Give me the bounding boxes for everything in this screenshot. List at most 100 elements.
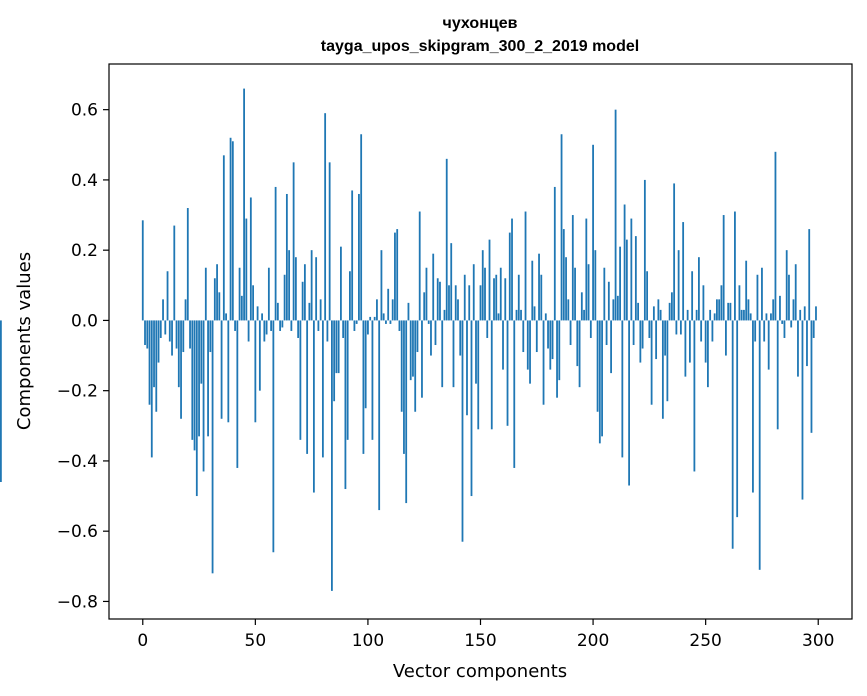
bar-218 <box>632 320 635 346</box>
bar-205 <box>603 267 606 321</box>
bar-undefined <box>0 320 2 482</box>
bar-276 <box>763 320 766 342</box>
bar-263 <box>734 211 736 321</box>
bar-168 <box>520 309 522 321</box>
bar-231 <box>661 320 664 419</box>
bar-237 <box>675 320 678 335</box>
bar-90 <box>344 320 347 490</box>
bar-242 <box>686 309 689 321</box>
bar-93 <box>351 190 354 321</box>
bar-163 <box>508 232 511 321</box>
bar-127 <box>427 320 430 324</box>
bar-295 <box>806 320 808 367</box>
plot-frame <box>108 63 853 620</box>
bar-255 <box>716 299 718 321</box>
bar-120 <box>412 320 414 377</box>
bar-139 <box>454 285 457 321</box>
bar-177 <box>540 274 543 321</box>
bar-151 <box>481 250 484 321</box>
bar-126 <box>425 267 428 321</box>
bar-153 <box>486 320 489 338</box>
x-axis-label: Vector components <box>393 661 567 682</box>
bar-44 <box>240 295 243 321</box>
bar-265 <box>738 285 741 321</box>
bar-215 <box>625 239 628 321</box>
bar-11 <box>166 271 169 321</box>
bar-62 <box>281 320 284 328</box>
bar-150 <box>479 285 482 321</box>
bar-279 <box>770 313 772 321</box>
bar-161 <box>504 278 507 321</box>
bar-286 <box>785 250 788 321</box>
bar-61 <box>279 320 282 331</box>
bar-146 <box>470 320 473 497</box>
bar-69 <box>297 320 300 338</box>
bar-56 <box>267 267 270 321</box>
y-tick-label: 0.4 <box>71 171 98 191</box>
bar-268 <box>745 260 748 321</box>
bar-123 <box>418 211 421 321</box>
bar-278 <box>767 320 770 370</box>
bar-293 <box>801 320 804 500</box>
bar-64 <box>285 193 288 321</box>
bar-134 <box>443 309 446 321</box>
bar-252 <box>709 309 712 321</box>
bar-158 <box>497 313 500 321</box>
bar-259 <box>725 320 727 356</box>
bar-128 <box>430 320 432 356</box>
bar-92 <box>349 271 351 321</box>
x-tick-label: 0 <box>137 631 148 651</box>
bar-78 <box>317 320 320 331</box>
bar-196 <box>583 309 585 321</box>
bar-140 <box>457 299 459 321</box>
bar-21 <box>189 320 191 349</box>
y-axis-ticks: −0.8 −0.6 −0.4 −0.2 0.0 0.2 0.4 0.6 <box>57 101 109 612</box>
bar-136 <box>448 285 450 321</box>
bar-100 <box>367 320 369 335</box>
bar-176 <box>538 253 540 321</box>
bar-221 <box>639 320 642 363</box>
bar-12 <box>168 320 171 342</box>
bar-283 <box>779 295 781 321</box>
bar-191 <box>571 215 574 321</box>
bar-160 <box>502 320 504 370</box>
bar-131 <box>436 278 439 321</box>
bar-281 <box>774 151 777 321</box>
bar-70 <box>299 320 302 440</box>
bar-111 <box>391 299 394 321</box>
bar-248 <box>700 320 703 342</box>
bar-292 <box>799 309 802 321</box>
bar-37 <box>225 313 227 321</box>
bars-group <box>0 88 817 591</box>
x-tick-label: 150 <box>464 631 496 651</box>
bar-50 <box>254 320 257 423</box>
bar-174 <box>533 306 536 321</box>
bar-15 <box>175 320 178 349</box>
y-tick-label: −0.8 <box>57 592 98 612</box>
bar-142 <box>461 320 464 542</box>
bar-210 <box>614 109 617 321</box>
bar-31 <box>211 320 214 574</box>
bar-244 <box>691 271 694 321</box>
bar-6 <box>155 320 158 412</box>
bar-257 <box>720 285 723 321</box>
bar-260 <box>727 302 730 321</box>
x-tick-label: 300 <box>802 631 834 651</box>
bar-208 <box>610 320 612 374</box>
bar-141 <box>459 320 462 356</box>
bar-201 <box>594 250 597 321</box>
bar-211 <box>616 295 619 321</box>
bar-169 <box>522 320 525 353</box>
bar-296 <box>808 229 811 321</box>
bar-229 <box>657 299 660 321</box>
bar-84 <box>331 320 333 591</box>
bar-98 <box>362 320 365 454</box>
bar-217 <box>630 218 633 321</box>
bar-119 <box>409 320 412 381</box>
bar-198 <box>587 264 590 321</box>
bar-57 <box>270 320 273 331</box>
bar-147 <box>472 264 475 321</box>
bar-47 <box>247 320 250 342</box>
bar-156 <box>493 278 495 321</box>
bar-122 <box>416 320 419 353</box>
